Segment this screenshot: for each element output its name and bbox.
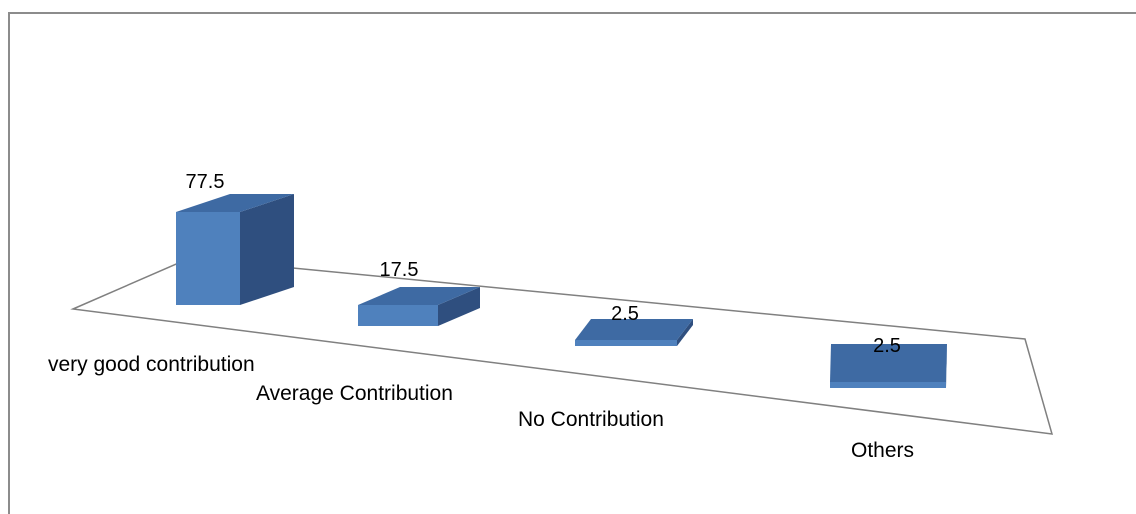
bar-front-face <box>176 212 240 305</box>
bar-top-face <box>358 287 480 305</box>
bar-front-face <box>358 305 438 326</box>
bar-front-face <box>830 382 946 388</box>
bar-top-face <box>176 194 294 212</box>
bar-front-face <box>575 340 677 346</box>
bar-side-face <box>677 319 693 346</box>
data-label: 17.5 <box>380 259 419 281</box>
bar <box>575 319 693 346</box>
data-label: 2.5 <box>873 335 901 357</box>
bar-side-face <box>240 194 294 305</box>
bar-top-face <box>830 344 947 382</box>
bar-side-face <box>438 287 480 326</box>
bar <box>176 194 294 305</box>
category-label: very good contribution <box>48 353 255 376</box>
chart-border <box>8 12 1136 514</box>
bar-side-face <box>946 344 947 388</box>
data-label: 2.5 <box>611 303 639 325</box>
bar-top-face <box>575 319 693 340</box>
data-label: 77.5 <box>186 171 225 193</box>
bar <box>830 344 947 388</box>
category-label: No Contribution <box>518 408 664 431</box>
category-label: Others <box>851 439 914 462</box>
chart-floor <box>70 257 1054 435</box>
category-label: Average Contribution <box>256 382 453 405</box>
bar <box>358 287 480 326</box>
